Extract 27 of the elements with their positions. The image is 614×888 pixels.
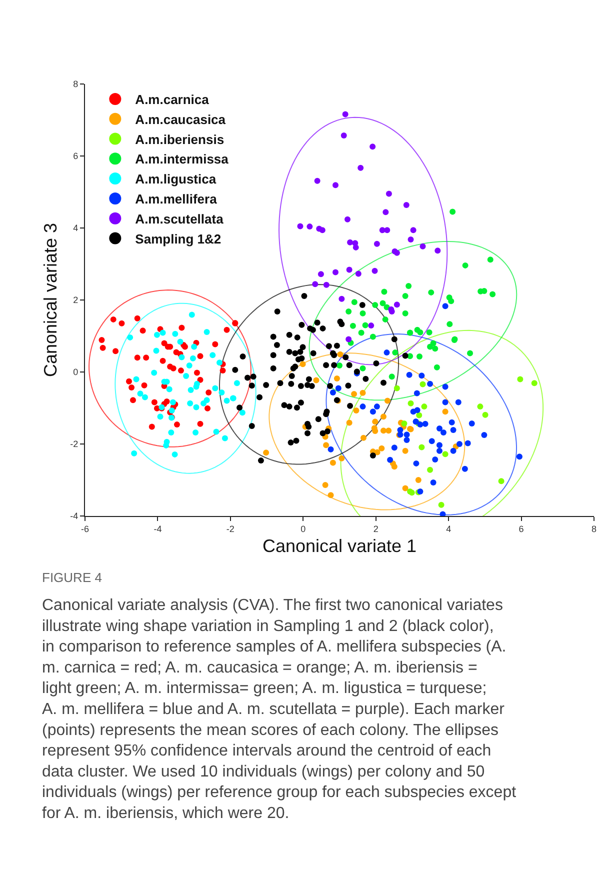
x-tick-label: -2 [226, 524, 234, 534]
y-tick-label: -2 [70, 439, 78, 450]
legend-label: A.m.iberiensis [135, 132, 224, 147]
x-tick-label: 4 [446, 524, 452, 534]
x-tick-label: 8 [591, 524, 597, 534]
y-tick-label: -4 [70, 511, 78, 522]
legend-label: A.m.caucasica [135, 112, 226, 127]
x-tick-label: -4 [154, 524, 162, 534]
x-tick-label: 0 [300, 524, 306, 534]
caption: FIGURE 4 [42, 570, 102, 585]
y-tick-label: 0 [73, 367, 78, 378]
text: Canonical variate analysis (CVA). The first two canonical variates illustrate wing shape variation in Sampling 1 and 2 (black color), in comparison to reference samples of A. mellifera subspecies (A. m. carnica = red; A. m. caucasica = orange; A. m. iberiensis = light green; A. m. intermissa= green; A. m. ligustica = turquese; A. m. mellifera = blue and A. m. scutellata = purple). Each marker (points) represents the mean scores of each colony. The ellipses represent 95% confidence intervals around the centroid of each data cluster. We used 10 individuals (wings) per colony and 50 individuals (wings) per reference group for each subspecies except for A. m. iberiensis, which were 20. [42, 597, 516, 822]
legend-label: Sampling 1&2 [135, 231, 222, 246]
legend-label: A.m.intermissa [135, 152, 230, 167]
y-tick-label: 6 [73, 151, 78, 162]
x-tick-label: -6 [80, 524, 90, 534]
x-tick-label: 2 [373, 524, 378, 534]
y-tick-label: 4 [73, 223, 78, 234]
legend-label: A.m.mellifera [135, 192, 218, 207]
x-axis-title: Canonical variate 1 [262, 536, 417, 556]
y-tick-label: 2 [73, 295, 78, 306]
x-tick-label: 6 [518, 524, 524, 534]
legend-label: A.m.carnica [135, 92, 210, 108]
y-tick-label: 8 [73, 79, 78, 90]
legend-label: A.m.ligustica [135, 172, 217, 187]
legend-label: A.m.scutellata [135, 211, 224, 226]
y-axis-title: Canonical variate 3 [40, 222, 60, 378]
